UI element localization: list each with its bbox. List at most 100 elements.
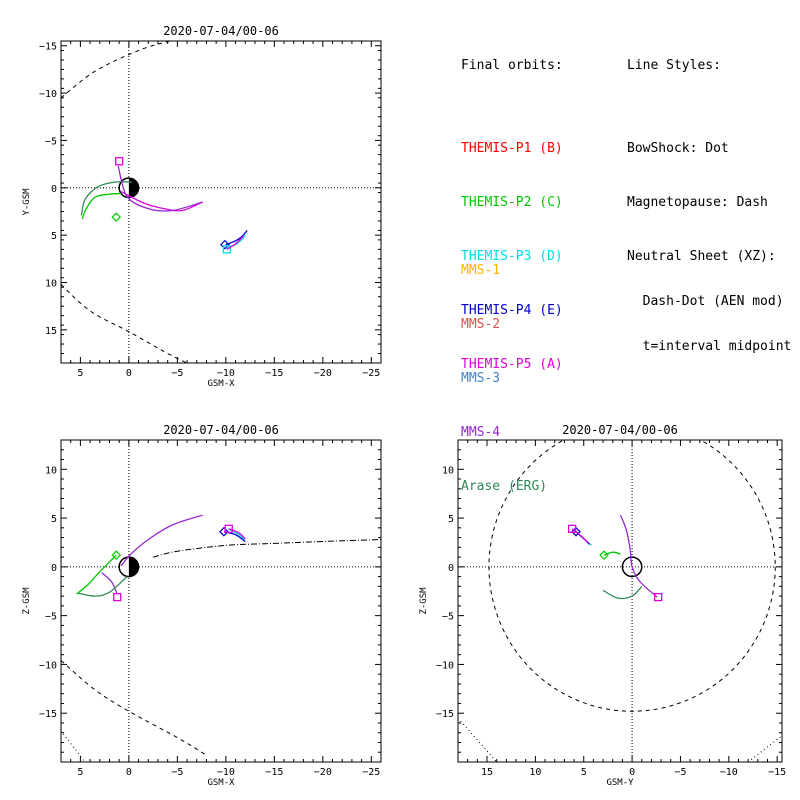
- legend-neutral-sheet-style: Neutral Sheet (XZ):: [627, 249, 776, 264]
- x-tick-label: 10: [529, 767, 541, 778]
- orbit-end-marker-diamond: [111, 550, 122, 560]
- x-tick-label: 5: [77, 767, 83, 778]
- yz-orbit-panel: 15 10 5 0 −5 −10 −15 −15 −10 −5 0 5 10 2020-07-04/00-…: [419, 423, 786, 788]
- orbit-end-marker-square: [654, 592, 663, 602]
- magnetopause-line: [61, 660, 207, 756]
- legend-final-orbits: Final orbits: THEMIS-P1 (B) THEMIS-P2 (C…: [461, 28, 563, 387]
- orbit-track: [117, 165, 203, 212]
- xy-orbit-panel: 5 0 −5 −10 −15 −20 −25 −15 −10 −5 0 5 10 15 2020-07-04…: [22, 24, 382, 389]
- plot-title: 2020-07-04/00-06: [163, 423, 279, 437]
- plot-frame: [60, 40, 382, 364]
- y-tick-label: 15: [45, 326, 57, 337]
- earth-icon: [621, 556, 643, 578]
- x-tick-label: −25: [362, 767, 380, 778]
- legend-mms1: MMS-1: [461, 263, 501, 278]
- earth-nightside: [128, 557, 139, 577]
- x-axis-label: GSM-Y: [606, 778, 634, 788]
- legend-themis-p3: THEMIS-P3 (D): [461, 249, 563, 264]
- orbit-end-marker-diamond: [111, 212, 122, 223]
- legend-themis-p5: THEMIS-P5 (A): [461, 357, 563, 372]
- plot-frame: [457, 439, 783, 763]
- legend-mms4: MMS-4: [461, 425, 501, 440]
- plot-area: [458, 440, 782, 762]
- neutral-sheet-line: [152, 539, 381, 558]
- x-tick-label: 5: [581, 767, 587, 778]
- x-tick-label: −5: [674, 767, 686, 778]
- y-tick-label: −15: [436, 709, 454, 720]
- orbit-track: [101, 572, 118, 595]
- magnetopause-circle: [488, 440, 776, 712]
- x-tick-label: −10: [720, 767, 738, 778]
- orbit-end-marker-square: [115, 157, 124, 166]
- y-tick-label: 10: [45, 279, 57, 290]
- y-tick-label: −15: [39, 42, 57, 53]
- x-tick-label: −25: [362, 368, 380, 379]
- orbit-end-marker-diamond: [219, 526, 229, 537]
- orbit-track: [619, 514, 658, 598]
- y-axis-label: Z-GSM: [419, 587, 429, 615]
- y-axis-label: Z-GSM: [22, 587, 32, 615]
- x-tick-label: −20: [314, 368, 332, 379]
- orbit-end-marker-square: [224, 524, 233, 533]
- legend-other-missions: MMS-1 MMS-2 MMS-3 MMS-4 Arase (ERG): [461, 233, 547, 509]
- legend-neutral-sheet-time: t=interval midpoint: [627, 339, 792, 354]
- legend-arase: Arase (ERG): [461, 479, 548, 494]
- y-tick-label: −5: [442, 612, 454, 623]
- y-tick-label: 10: [442, 465, 454, 476]
- orbit-end-marker-square: [567, 524, 577, 533]
- x-axis-label: GSM-X: [207, 379, 235, 389]
- orbit-end-marker-diamond: [220, 239, 230, 250]
- plot-area: [61, 41, 381, 363]
- x-tick-label: 15: [481, 767, 493, 778]
- magnetopause-line: [72, 440, 75, 441]
- legend-bowshock-style: BowShock: Dot: [627, 141, 729, 156]
- y-tick-label: 5: [448, 514, 454, 525]
- orbit-track: [603, 551, 621, 556]
- x-tick-label: −15: [768, 767, 786, 778]
- orbit-track: [120, 191, 203, 212]
- earth-nightside: [128, 178, 139, 198]
- orbit-track: [81, 192, 122, 220]
- y-axis-label: Y-GSM: [22, 188, 32, 216]
- legend-line-styles-title: Line Styles:: [627, 58, 721, 73]
- orbit-end-marker-diamond: [599, 550, 609, 560]
- x-tick-label: −15: [265, 368, 283, 379]
- y-tick-label: 10: [45, 465, 57, 476]
- orbit-end-marker-square: [222, 245, 231, 254]
- x-tick-label: 0: [629, 767, 635, 778]
- y-tick-label: −10: [39, 660, 57, 671]
- y-tick-label: −10: [436, 660, 454, 671]
- orbit-track: [225, 229, 248, 246]
- orbit-end-marker-square: [113, 592, 122, 602]
- magnetopause-line: [61, 284, 188, 363]
- legend-line-styles: Line Styles: BowShock: Dot Magnetopause:…: [627, 28, 791, 369]
- plot-frame: [60, 439, 382, 763]
- plot-title: 2020-07-04/00-06: [562, 423, 678, 437]
- orbit-track: [120, 514, 203, 567]
- plot-title: 2020-07-04/00-06: [163, 24, 279, 38]
- y-tick-label: −10: [39, 89, 57, 100]
- magnetopause-line: [61, 41, 170, 99]
- y-tick-label: 0: [51, 184, 57, 195]
- legend-magnetopause-style: Magnetopause: Dash: [627, 195, 768, 210]
- x-axis-label: GSM-X: [207, 778, 235, 788]
- x-tick-label: −10: [217, 368, 235, 379]
- y-tick-label: 5: [51, 514, 57, 525]
- orbit-track: [571, 528, 590, 544]
- y-tick-label: −5: [45, 612, 57, 623]
- orbit-track: [227, 528, 246, 541]
- bowshock-line: [458, 717, 498, 762]
- orbit-track: [228, 528, 246, 540]
- orbit-track: [78, 576, 128, 597]
- legend-final-orbits-title: Final orbits:: [461, 58, 563, 73]
- legend-themis-p2: THEMIS-P2 (C): [461, 195, 563, 210]
- y-tick-label: 0: [448, 563, 454, 574]
- x-tick-label: 0: [126, 767, 132, 778]
- orbit-track: [226, 235, 244, 250]
- legend-themis-p1: THEMIS-P1 (B): [461, 141, 563, 156]
- y-tick-label: 0: [51, 563, 57, 574]
- orbit-track: [80, 181, 132, 216]
- x-tick-label: −5: [171, 767, 183, 778]
- y-tick-label: −5: [45, 136, 57, 147]
